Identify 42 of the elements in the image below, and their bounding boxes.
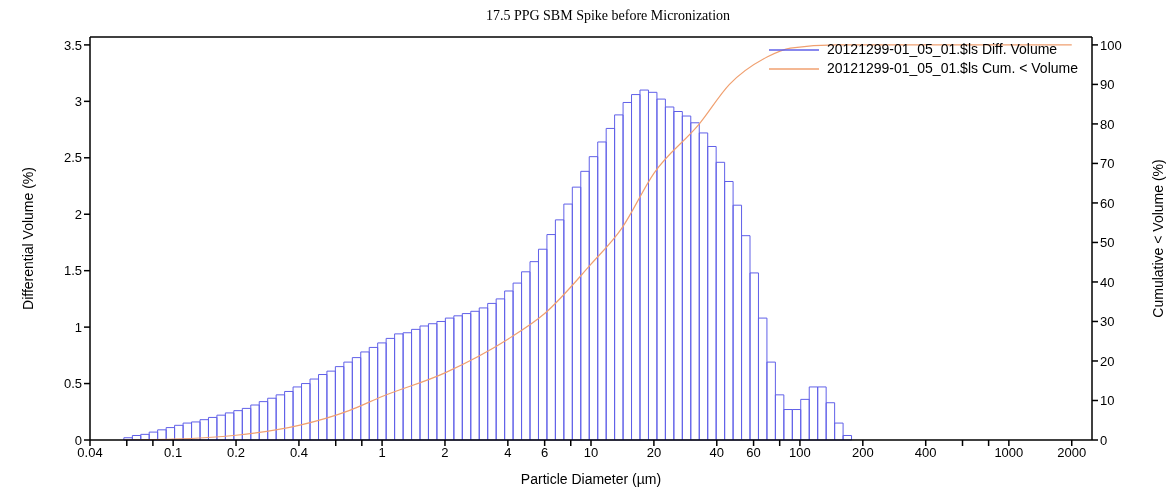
x-tick-label: 0.2 [227, 445, 246, 461]
y2-tick-label: 30 [1100, 314, 1115, 330]
y2-tick-label: 40 [1100, 274, 1115, 290]
x-tick-label: 6 [541, 445, 549, 461]
x-tick-label: 0.1 [164, 445, 183, 461]
y2-tick-label: 70 [1100, 156, 1115, 172]
y-tick-label: 1.5 [63, 263, 82, 279]
y2-tick-label: 80 [1100, 116, 1115, 132]
x-tick-label: 10 [583, 445, 599, 461]
x-tick-label: 100 [789, 445, 811, 461]
x-tick-label: 1 [378, 445, 386, 461]
y2-tick-label: 20 [1100, 353, 1115, 369]
x-tick-label: 200 [851, 445, 874, 461]
x-tick-label: 2000 [1057, 445, 1087, 461]
x-tick-label: 60 [746, 445, 761, 461]
y-tick-label: 2 [74, 206, 82, 222]
y2-tick-label: 10 [1100, 393, 1115, 409]
y-tick-label: 1 [74, 319, 82, 335]
y-tick-label: 0 [74, 432, 82, 448]
legend-label: 20121299-01_05_01.$ls Diff. Volume [826, 40, 1058, 59]
y-tick-label: 3 [74, 93, 82, 109]
y2-tick-label: 100 [1100, 37, 1122, 53]
legend-label: 20121299-01_05_01.$ls Cum. < Volume [826, 59, 1078, 78]
chart-title: 17.5 PPG SBM Spike before Micronization [484, 8, 732, 25]
y2-tick-label: 0 [1100, 432, 1108, 448]
y2-tick-label: 90 [1100, 77, 1115, 93]
x-tick-label: 40 [709, 445, 725, 461]
y-axis-title: Differential Volume (%) [19, 167, 36, 310]
x-tick-label: 20 [646, 445, 662, 461]
x-tick-label: 0.04 [77, 445, 103, 461]
y2-axis-title: Cumulative < Volume (%) [1149, 159, 1166, 318]
x-tick-label: 1000 [994, 445, 1024, 461]
y2-tick-label: 50 [1100, 235, 1115, 251]
y-tick-label: 0.5 [63, 376, 82, 392]
x-axis-title: Particle Diameter (µm) [520, 471, 662, 487]
y2-tick-label: 60 [1100, 195, 1115, 211]
y-tick-label: 2.5 [63, 150, 82, 166]
x-tick-label: 2 [441, 445, 449, 461]
x-tick-label: 0.4 [289, 445, 308, 461]
x-tick-label: 400 [914, 445, 937, 461]
x-tick-label: 4 [504, 445, 512, 461]
y-tick-label: 3.5 [63, 37, 82, 53]
